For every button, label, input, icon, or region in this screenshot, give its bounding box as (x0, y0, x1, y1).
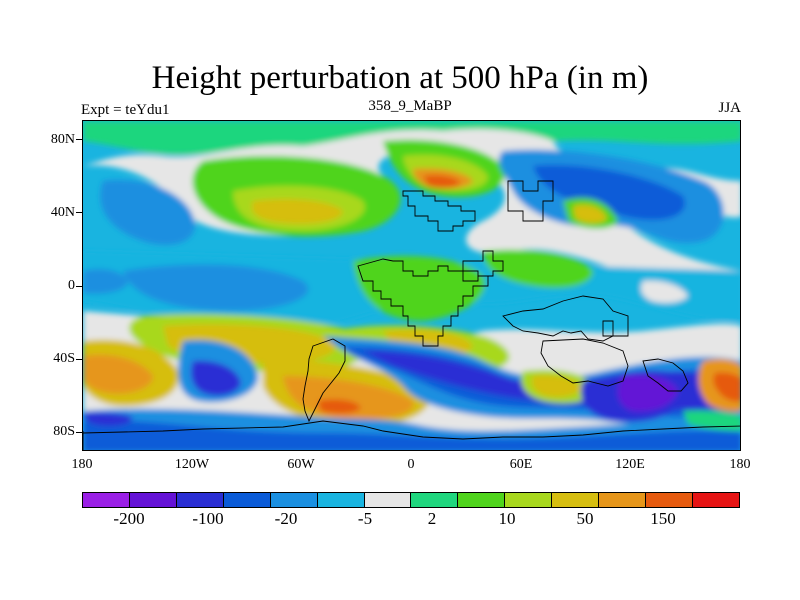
lat-tick (76, 359, 82, 360)
colorbar-label: 2 (427, 509, 437, 528)
colorbar-swatch (505, 493, 553, 507)
chart-title: Height perturbation at 500 hPa (in m) (151, 60, 649, 96)
lon-label-120e: 120E (615, 457, 645, 472)
lat-tick (76, 212, 82, 213)
lon-label-180e: 180 (729, 457, 751, 472)
timeslice-label: 358_9_MaBP (368, 98, 452, 114)
lat-tick (76, 139, 82, 140)
lat-label-0: 0 (68, 278, 75, 293)
colorbar-swatch (411, 493, 459, 507)
colorbar-label: 10 (498, 509, 516, 528)
colorbar-swatch (552, 493, 600, 507)
colorbar-swatch (129, 493, 177, 507)
lon-label-60e: 60E (509, 457, 533, 472)
colorbar-swatch (270, 493, 318, 507)
colorbar-swatch (317, 493, 365, 507)
colorbar-swatch (364, 493, 412, 507)
experiment-label: Expt = teYdu1 (81, 102, 170, 118)
colorbar-swatch (646, 493, 693, 507)
lat-tick (76, 286, 82, 287)
colorbar (82, 492, 740, 508)
colorbar-swatch (176, 493, 224, 507)
colorbar-swatch (692, 493, 739, 507)
contour-field (83, 121, 740, 450)
colorbar-swatch (83, 493, 130, 507)
colorbar-label: 50 (576, 509, 594, 528)
colorbar-label: -5 (357, 509, 373, 528)
lon-label-60w: 60W (287, 457, 315, 472)
lat-label-40n: 40N (50, 205, 75, 220)
lat-label-80s: 80S (53, 424, 75, 439)
colorbar-label: -20 (274, 509, 298, 528)
map-panel (82, 120, 741, 451)
lat-tick (76, 432, 82, 433)
colorbar-label: -100 (192, 509, 224, 528)
colorbar-label: -200 (113, 509, 145, 528)
lat-label-40s: 40S (53, 351, 75, 366)
season-label: JJA (718, 100, 741, 116)
colorbar-swatch (223, 493, 271, 507)
lon-label-120w: 120W (174, 457, 210, 472)
colorbar-swatch (458, 493, 506, 507)
colorbar-swatch (599, 493, 647, 507)
lon-label-0: 0 (407, 457, 415, 472)
lat-label-80n: 80N (50, 132, 75, 147)
colorbar-label: 150 (650, 509, 676, 528)
lon-label-180w: 180 (71, 457, 93, 472)
